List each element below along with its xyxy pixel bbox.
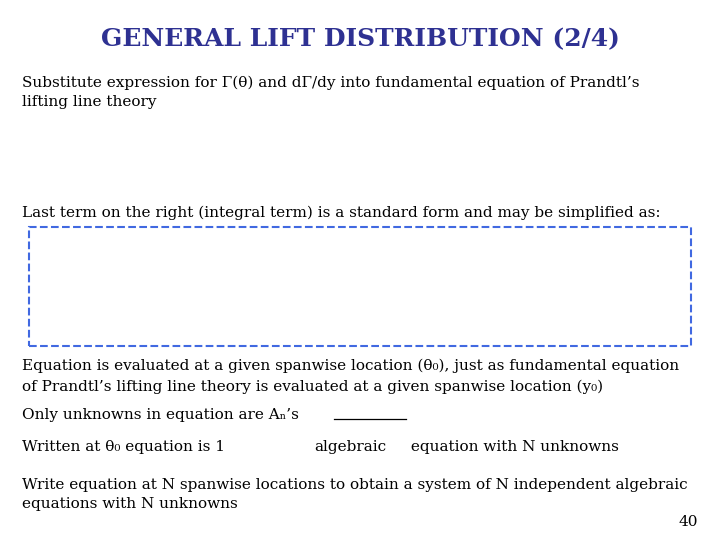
Bar: [29, 227, 691, 346]
Text: equation with N unknowns: equation with N unknowns: [406, 440, 618, 454]
Text: Write equation at N spanwise locations to obtain a system of N independent algeb: Write equation at N spanwise locations t…: [22, 478, 687, 511]
Text: 40: 40: [679, 515, 698, 529]
Text: Substitute expression for Γ(θ) and dΓ/dy into fundamental equation of Prandtl’s
: Substitute expression for Γ(θ) and dΓ/dy…: [22, 76, 639, 110]
Text: GENERAL LIFT DISTRIBUTION (2/4): GENERAL LIFT DISTRIBUTION (2/4): [101, 27, 619, 51]
Text: Written at θ₀ equation is 1: Written at θ₀ equation is 1: [22, 440, 230, 454]
Text: Equation is evaluated at a given spanwise location (θ₀), just as fundamental equ: Equation is evaluated at a given spanwis…: [22, 359, 679, 394]
Text: Last term on the right (integral term) is a standard form and may be simplified : Last term on the right (integral term) i…: [22, 205, 660, 220]
Text: Only unknowns in equation are Aₙ’s: Only unknowns in equation are Aₙ’s: [22, 408, 299, 422]
Text: algebraic: algebraic: [315, 440, 387, 454]
